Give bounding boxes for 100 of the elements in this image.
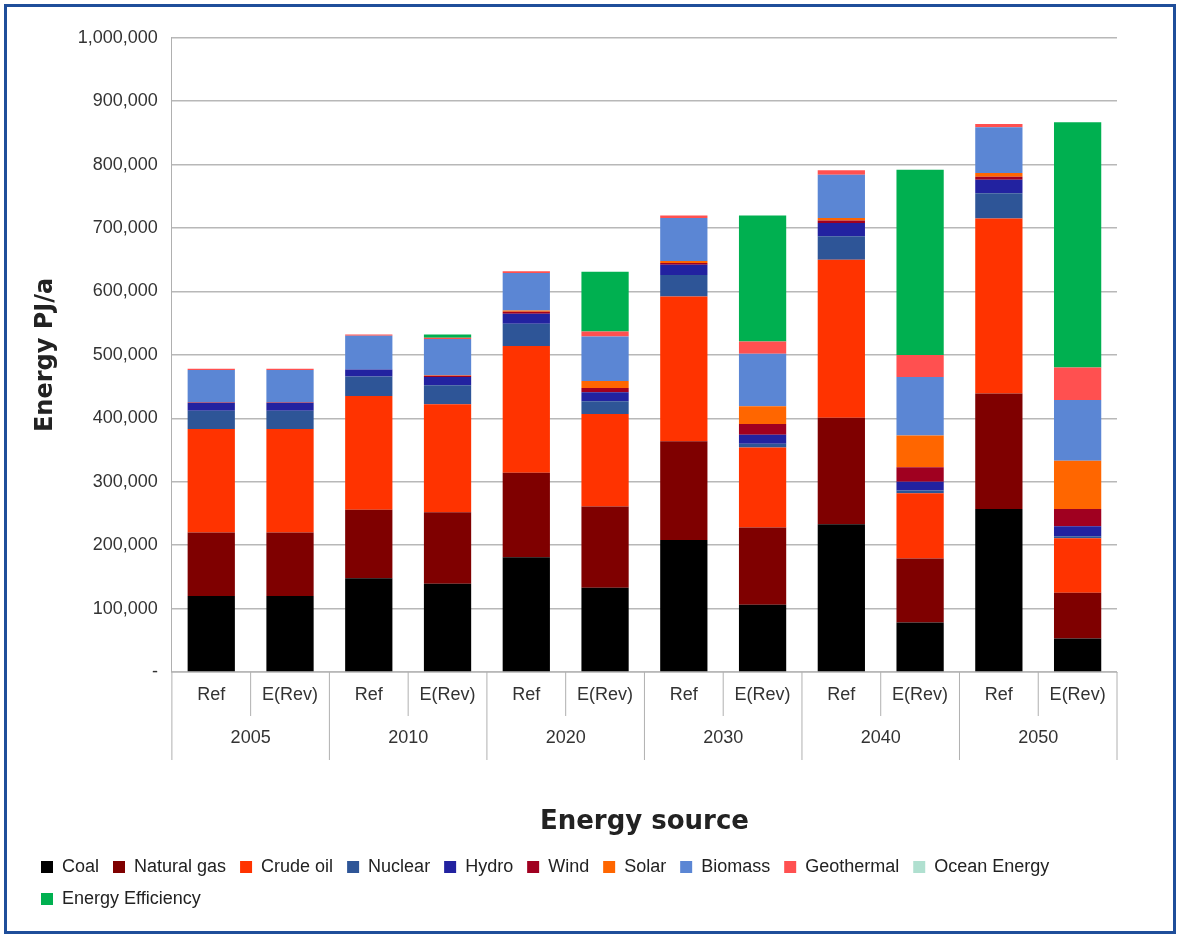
bar: [1053, 367, 1102, 400]
bar: [896, 467, 944, 482]
bar: [975, 218, 1023, 394]
bar: [896, 493, 944, 559]
x-tick-label: E(Rev): [577, 683, 634, 704]
bar: [660, 264, 708, 275]
x-tick-label: E(Rev): [1049, 683, 1106, 704]
text: 2010: [388, 726, 429, 747]
bar: [423, 512, 472, 584]
bar: [817, 524, 865, 672]
y-tick-label: 200,000: [92, 534, 158, 555]
bar: [896, 377, 944, 436]
bar: [502, 346, 550, 473]
bar: [266, 410, 314, 430]
bar: [1053, 638, 1102, 672]
y-tick-label: 1,000,000: [77, 26, 158, 47]
bar: [187, 595, 235, 672]
bar: [502, 472, 550, 558]
bar: [266, 403, 314, 411]
legend-label: Crude oil: [261, 855, 334, 876]
bar: [975, 179, 1023, 194]
bar: [896, 481, 944, 491]
bar: [581, 271, 629, 332]
bar: [581, 587, 629, 672]
bar: [187, 410, 235, 430]
bar: [581, 387, 629, 393]
bar: [817, 259, 865, 418]
y-tick-label: 700,000: [92, 217, 158, 238]
bar: [187, 370, 235, 403]
legend-label: Ocean Energy: [934, 855, 1050, 876]
bar: [187, 403, 235, 411]
bar: [660, 274, 708, 297]
bar: [581, 392, 629, 402]
x-tick-label: Ref: [984, 683, 1014, 704]
bar: [660, 296, 708, 442]
x-tick-label: E(Rev): [734, 683, 791, 704]
bar: [896, 435, 944, 468]
legend-label: Energy Efficiency: [62, 887, 201, 908]
bar: [738, 341, 787, 354]
bar: [1053, 592, 1102, 639]
x-tick-label: E(Rev): [419, 683, 476, 704]
bar: [345, 396, 393, 510]
bar: [345, 369, 393, 377]
bar: [975, 172, 1023, 177]
legend-label: Natural gas: [134, 855, 227, 876]
x-tick-label: E(Rev): [262, 683, 319, 704]
y-tick-label: 900,000: [92, 90, 158, 111]
bar: [423, 377, 472, 386]
bar: [1053, 526, 1102, 537]
bar: [502, 557, 550, 672]
bar: [1053, 399, 1102, 461]
y-axis-title: Energy PJ/a: [29, 277, 58, 433]
bar: [423, 404, 472, 513]
text: 2005: [230, 726, 271, 747]
bar: [345, 578, 393, 672]
bar: [817, 417, 865, 525]
bar: [738, 406, 787, 425]
x-tick-label: Ref: [827, 683, 857, 704]
bar: [896, 169, 944, 355]
bar: [187, 532, 235, 596]
bar: [345, 376, 393, 397]
bar: [187, 429, 235, 533]
bar: [581, 506, 629, 588]
legend-label: Nuclear: [368, 855, 431, 876]
bar: [817, 170, 865, 175]
bar: [738, 604, 787, 672]
bar: [266, 429, 314, 533]
bar: [660, 540, 708, 672]
bar: [581, 401, 629, 414]
text: 2030: [703, 726, 744, 747]
bar: [423, 385, 472, 405]
legend-label: Wind: [548, 855, 590, 876]
bar: [738, 447, 787, 528]
bar: [817, 236, 865, 260]
y-tick-label: 600,000: [92, 280, 158, 301]
bar: [660, 217, 708, 262]
bar: [738, 527, 787, 605]
bar: [1053, 509, 1102, 527]
y-tick-label: 800,000: [92, 153, 158, 174]
text: 2050: [1018, 726, 1059, 747]
bar: [738, 353, 787, 407]
bar: [581, 331, 629, 337]
bar: [266, 532, 314, 596]
legend-label: Hydro: [465, 855, 514, 876]
bar: [975, 193, 1023, 219]
legend-label: Biomass: [701, 855, 771, 876]
x-tick-label: E(Rev): [892, 683, 949, 704]
bar: [975, 393, 1023, 510]
bar: [581, 413, 629, 507]
bar: [896, 354, 944, 378]
y-tick-label: 500,000: [92, 343, 158, 364]
bar: [502, 273, 550, 311]
bar: [581, 336, 629, 381]
x-tick-label: Ref: [669, 683, 699, 704]
bar: [423, 339, 472, 376]
bar: [817, 174, 865, 218]
legend-label: Coal: [62, 855, 100, 876]
y-tick-label: 300,000: [92, 470, 158, 491]
bar: [975, 176, 1023, 180]
bar: [975, 127, 1023, 173]
